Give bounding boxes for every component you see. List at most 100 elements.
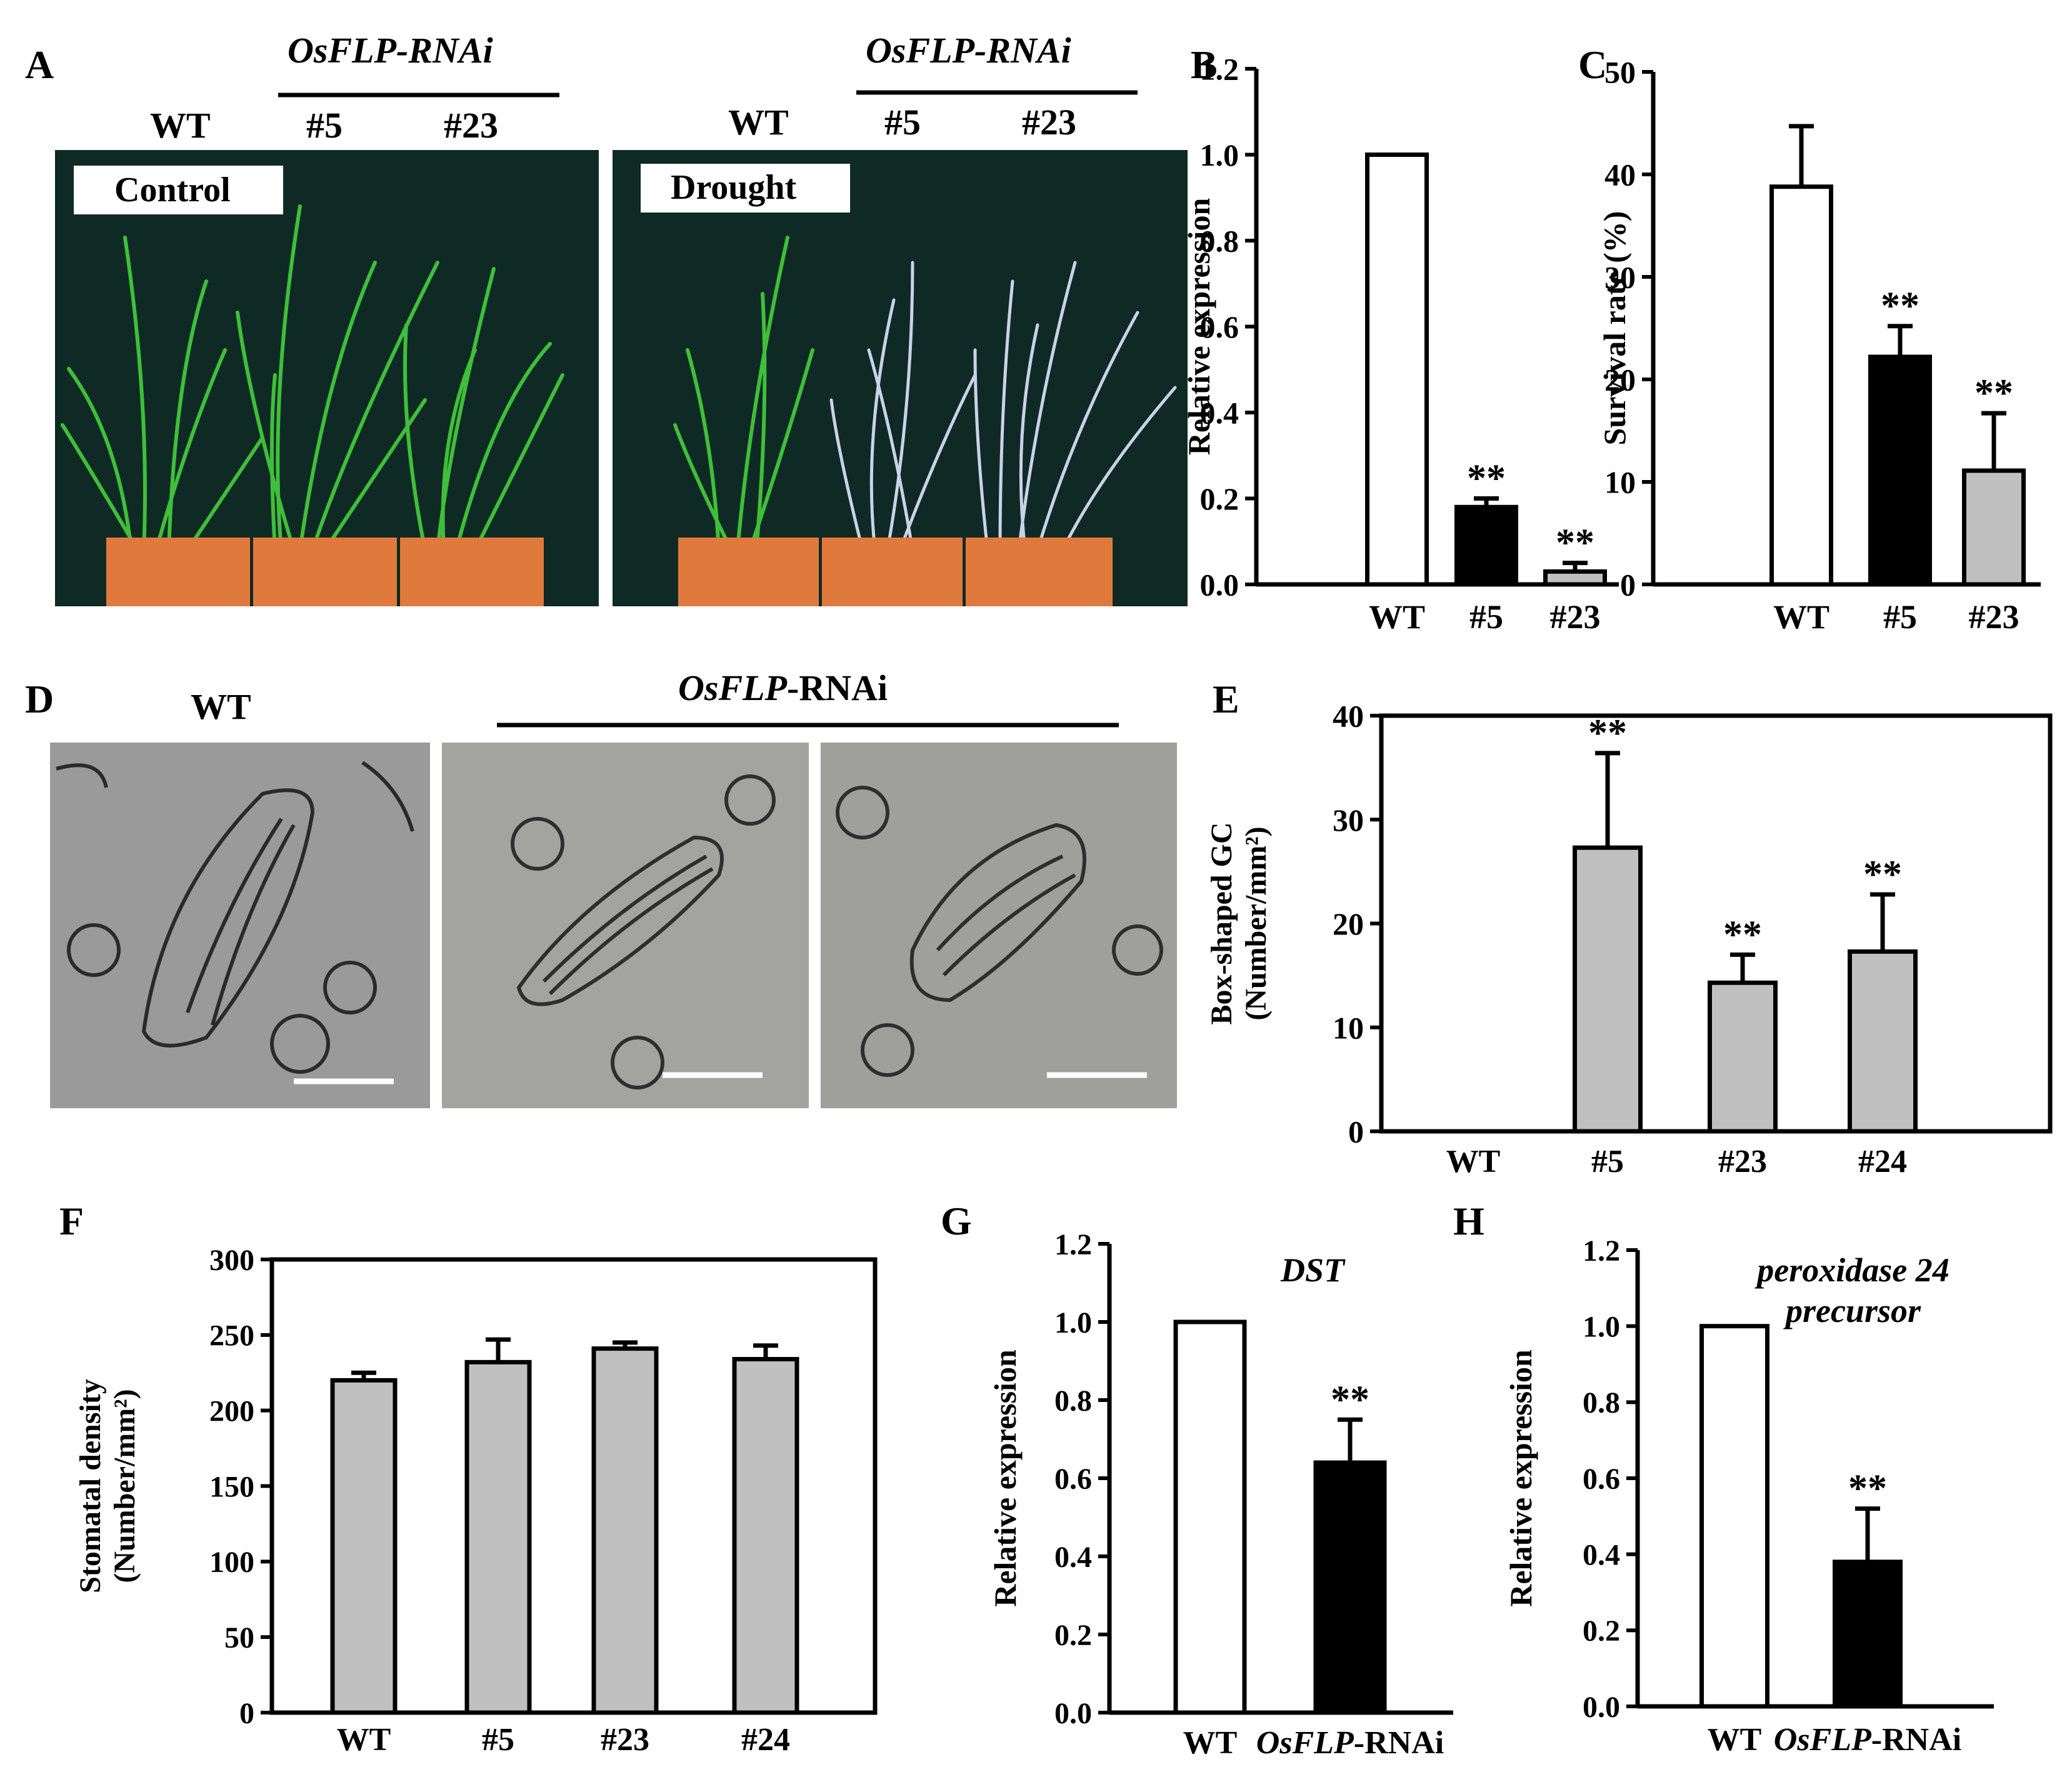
chart-e: 0 10 20 30 40 WT ** #5 ** #23 ** #24 Box-shaped GC (N… [1205, 699, 2053, 1179]
panel-a-letter: A [25, 43, 54, 87]
y-tick-label: 150 [209, 1470, 254, 1503]
panel-d-rnai-label: OsFLP-RNAi [678, 668, 888, 708]
y-tick-label: 0 [1620, 568, 1636, 603]
x-tick-label: OsFLP-RNAi [1256, 1725, 1444, 1761]
micrograph-rnai-1 [442, 743, 809, 1108]
x-tick-label: OsFLP-RNAi [1774, 1722, 1961, 1758]
x-tick-label: #5 [1469, 598, 1503, 636]
y-tick-label: 1.2 [1054, 1228, 1092, 1261]
y-tick-label: 250 [209, 1319, 254, 1353]
significance-label: ** [1467, 458, 1506, 500]
x-tick-label: #5 [482, 1722, 514, 1758]
x-tick-label: #24 [1858, 1144, 1907, 1179]
bar [591, 1346, 659, 1715]
panel-a-rnai-label-right: OsFLP-RNAi [866, 30, 1071, 71]
bar [1573, 845, 1643, 1134]
bar [1699, 1324, 1769, 1709]
y-axis-title: Relative expression [1503, 1349, 1538, 1607]
y-tick-label: 0.6 [1583, 1463, 1620, 1496]
x-tick-label: #23 [601, 1722, 649, 1758]
gene-label: DST [1280, 1251, 1346, 1289]
y-tick-label: 0 [239, 1697, 254, 1730]
bar [1962, 468, 2026, 587]
x-tick-label: #23 [1969, 598, 2019, 636]
x-tick-label: #5 [1591, 1144, 1624, 1179]
panel-d-letter: D [25, 677, 54, 721]
chart-h: 0.0 0.2 0.4 0.6 0.8 1.0 1.2 WT ** OsFLP-RNAi Relat… [1503, 1234, 1994, 1758]
x-tick-label: WT [1708, 1722, 1762, 1758]
micrograph-rnai-2 [821, 743, 1177, 1108]
y-tick-label: 0.6 [1054, 1463, 1092, 1496]
significance-label: ** [1863, 853, 1902, 896]
significance-label: ** [1556, 522, 1594, 564]
y-tick-label: 0.2 [1583, 1614, 1620, 1648]
y-tick-label: 1.2 [1200, 52, 1239, 87]
y-tick-label: 0.4 [1583, 1538, 1620, 1571]
x-tick-label: #23 [1718, 1144, 1767, 1179]
chart-c: 0 10 20 30 40 50 WT ** #5 ** #23 Survival rate (%) [1597, 55, 2041, 636]
x-tick-label: WT [337, 1722, 391, 1758]
panel-a-line5-left: #5 [306, 105, 343, 146]
gene-label-line2: precursor [1783, 1292, 1921, 1329]
bar [1365, 153, 1429, 587]
significance-label: ** [1848, 1468, 1887, 1510]
y-axis-title: Relative expression [988, 1349, 1023, 1607]
y-tick-label: 0.8 [1054, 1384, 1092, 1418]
y-tick-label: 100 [209, 1546, 254, 1579]
bar [1454, 504, 1518, 587]
x-tick-label: #23 [1550, 598, 1601, 636]
chart-f: 0 50 100 150 200 250 300 WT #5 #23 #24 Stomatal den… [74, 1244, 878, 1758]
panel-f-letter: F [59, 1199, 84, 1243]
bar [1868, 354, 1932, 587]
significance-label: ** [1881, 285, 1919, 328]
y-axis-title-unit: (Number/mm²) [1239, 826, 1273, 1020]
panel-g-letter: G [941, 1199, 972, 1243]
y-tick-label: 0.6 [1200, 309, 1239, 344]
y-tick-label: 0.0 [1200, 568, 1239, 603]
panel-a-line5-right: #5 [884, 102, 921, 143]
gene-label-line1: peroxidase 24 [1754, 1251, 1949, 1289]
panel-a-line23-right: #23 [1022, 102, 1076, 143]
y-tick-label: 0.0 [1054, 1697, 1092, 1730]
x-tick-label: #5 [1883, 598, 1917, 636]
y-tick-label: 1.2 [1583, 1234, 1620, 1268]
panel-h-letter: H [1453, 1199, 1484, 1243]
panel-a-line23-left: #23 [444, 105, 498, 146]
y-tick-label: 0.8 [1583, 1386, 1620, 1419]
x-tick-label: WT [1369, 598, 1425, 636]
y-tick-label: 10 [1604, 465, 1636, 500]
x-tick-label: WT [1773, 598, 1829, 636]
y-axis-title: Box-shaped GC [1205, 822, 1238, 1024]
control-photo: Control [55, 150, 599, 606]
y-tick-label: 20 [1604, 363, 1636, 398]
panel-b-letter: B [1191, 43, 1218, 87]
y-tick-label: 40 [1333, 699, 1364, 734]
bar [1848, 949, 1918, 1134]
x-tick-label: #24 [741, 1722, 790, 1758]
y-tick-label: 30 [1333, 803, 1364, 838]
x-tick-label: WT [1183, 1725, 1238, 1761]
y-axis-title: Stomatal density [74, 1379, 107, 1593]
y-tick-label: 0.4 [1054, 1541, 1092, 1574]
panel-e-letter: E [1213, 677, 1239, 721]
significance-label: ** [1588, 712, 1627, 754]
bar [1708, 980, 1778, 1134]
control-label: Control [114, 171, 231, 209]
y-tick-label: 300 [209, 1244, 254, 1277]
y-tick-label: 200 [209, 1394, 254, 1428]
significance-label: ** [1331, 1378, 1369, 1421]
micrograph-wt [50, 743, 430, 1108]
bar [1173, 1319, 1247, 1715]
bar [1769, 184, 1833, 587]
chart-g: 0.0 0.2 0.4 0.6 0.8 1.0 1.2 WT ** OsFLP-RNAi Relat… [988, 1228, 1453, 1761]
y-tick-label: 1.0 [1583, 1310, 1620, 1343]
x-tick-label: WT [1446, 1144, 1501, 1179]
significance-label: ** [1974, 372, 2013, 414]
drought-photo: Drought [613, 150, 1188, 606]
bar [1543, 569, 1607, 587]
bar [464, 1359, 532, 1715]
panel-a-wt-left: WT [150, 105, 211, 146]
y-tick-label: 40 [1604, 158, 1636, 193]
y-tick-label: 0.2 [1200, 481, 1239, 516]
